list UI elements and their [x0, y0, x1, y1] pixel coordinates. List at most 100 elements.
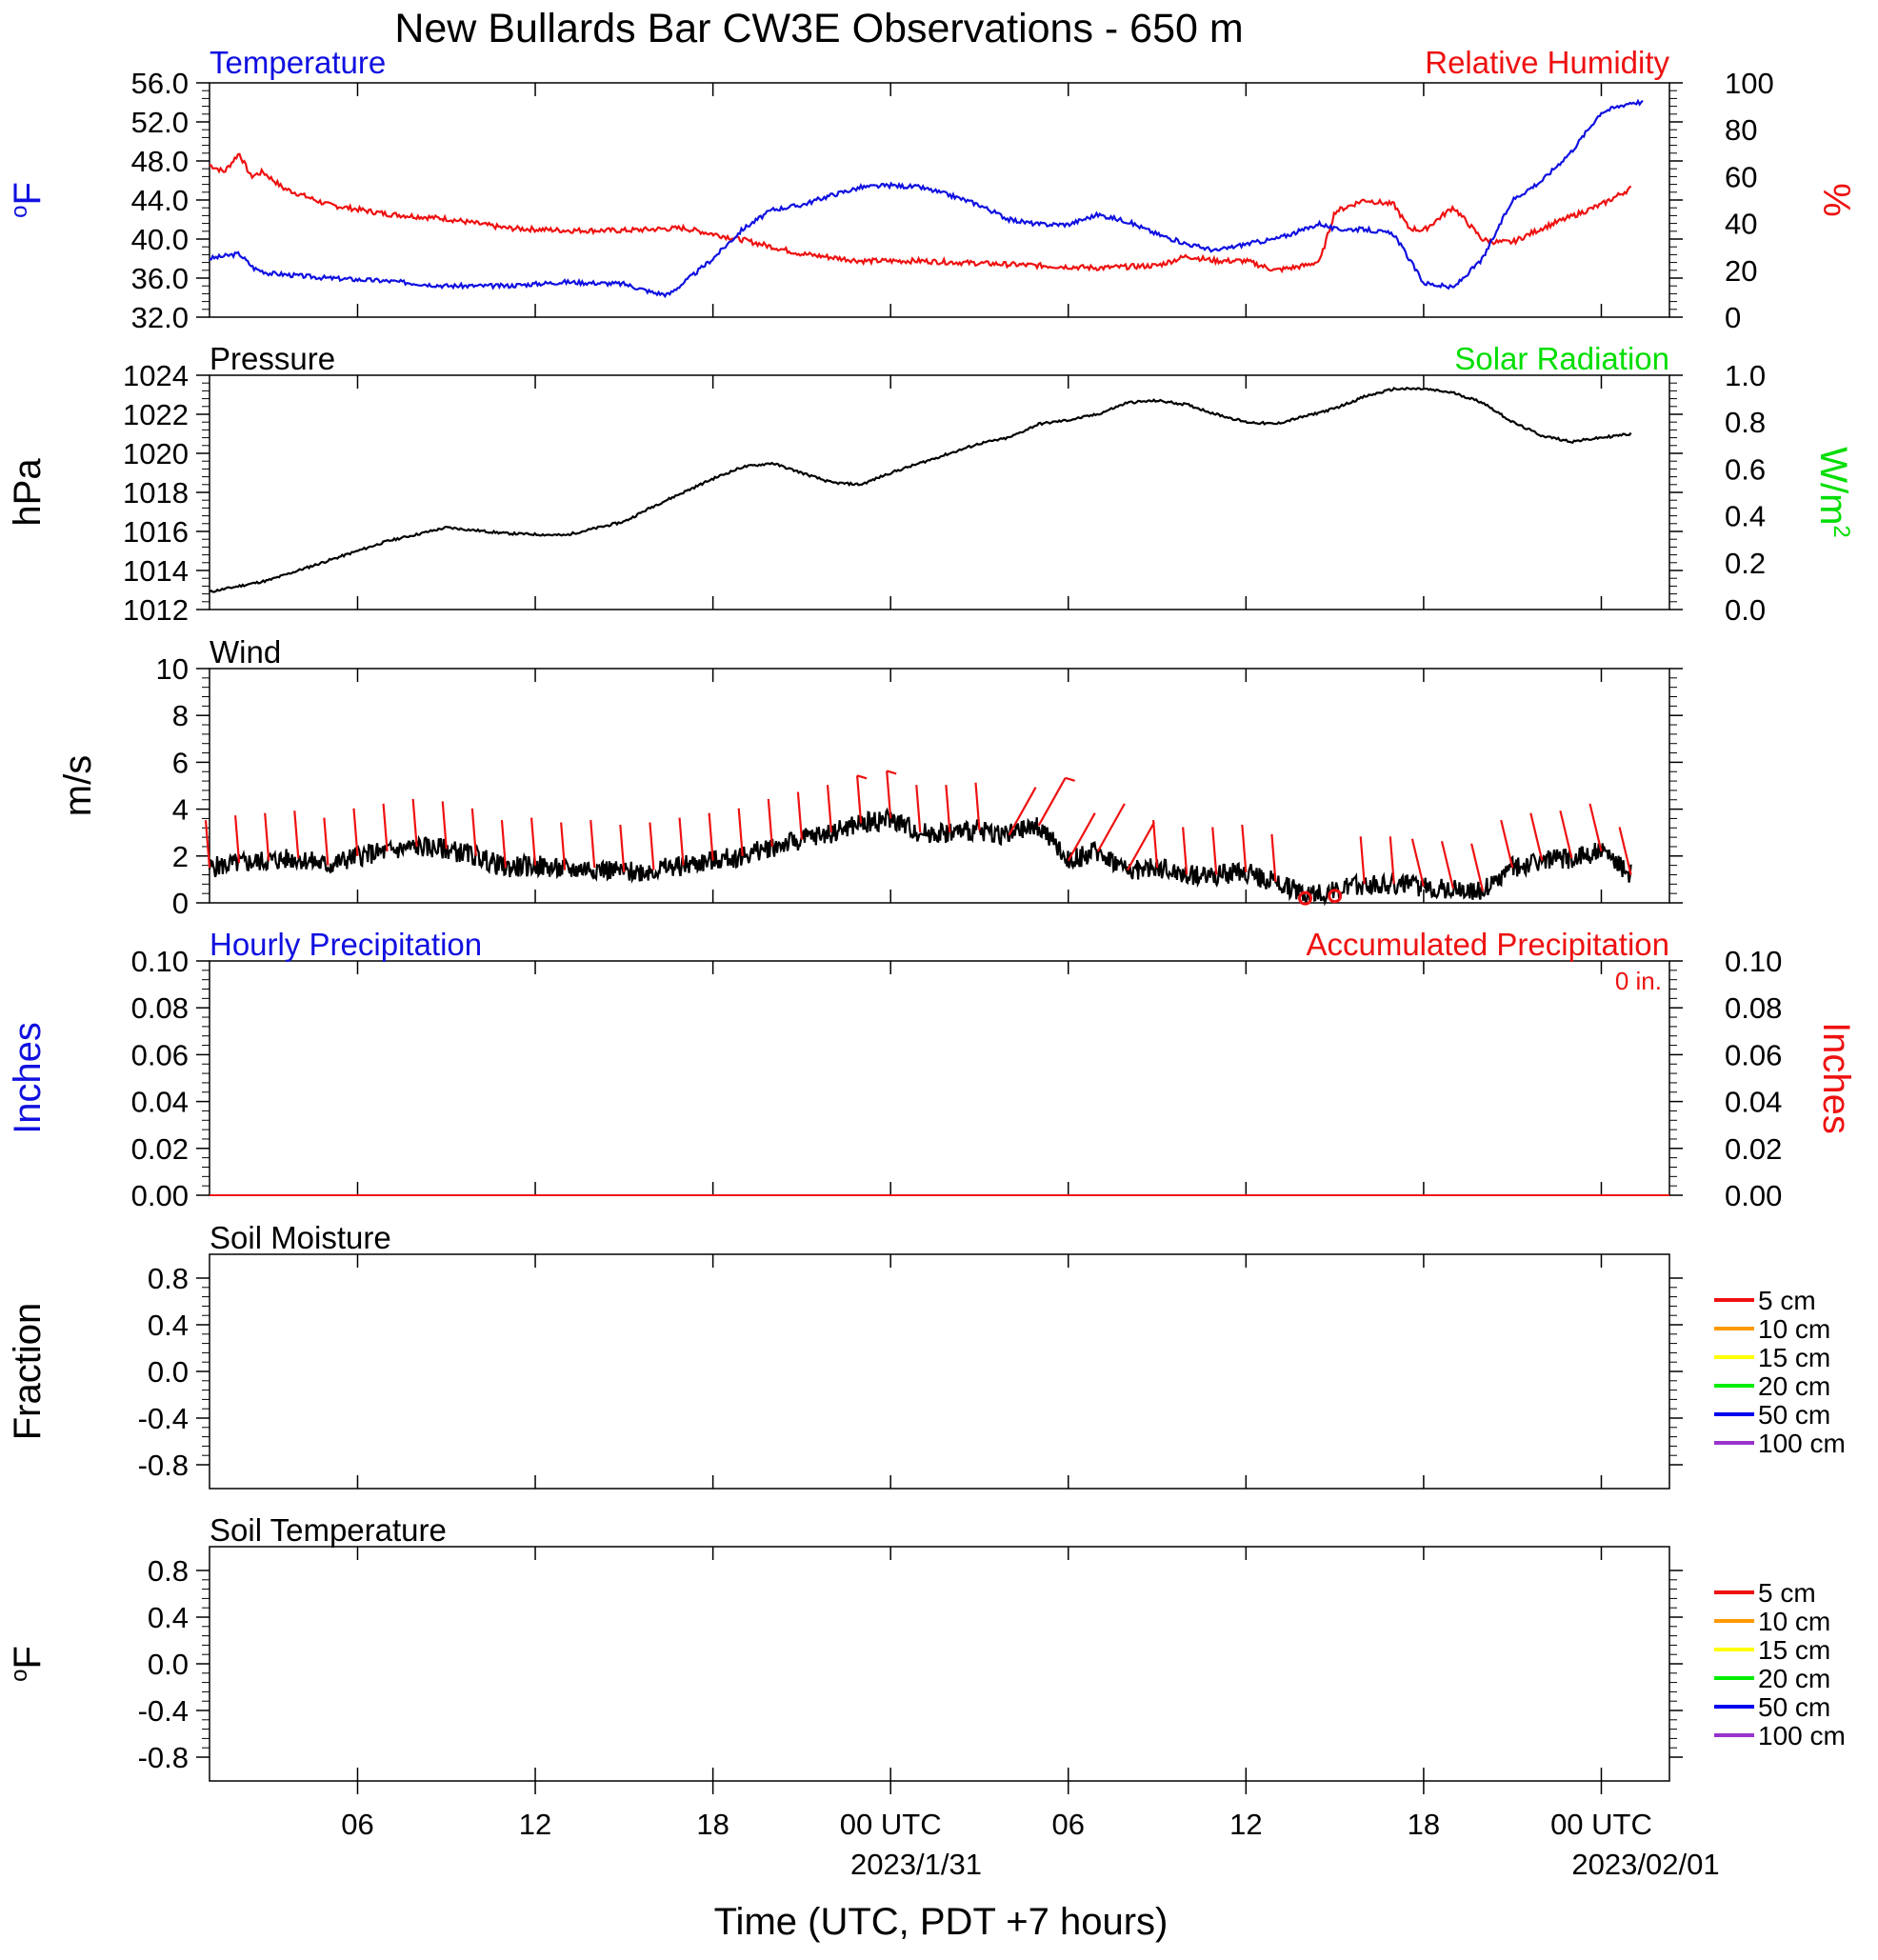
- x-tick-label: 18: [696, 1808, 729, 1841]
- wind-barb: [470, 808, 477, 856]
- wind-barb: [233, 815, 241, 864]
- wind-ytick-label-left: 10: [156, 652, 189, 686]
- precip-ytick-label-left: 0.10: [131, 945, 189, 978]
- pressure-left-title: Pressure: [210, 341, 335, 376]
- pressure-ytick-label-left: 1016: [123, 515, 189, 549]
- wind-barb: [1037, 777, 1067, 827]
- soilt-legend-label: 10 cm: [1758, 1607, 1830, 1636]
- wind-ytick-label-left: 2: [172, 840, 189, 873]
- pressure-series-line: [209, 386, 1632, 593]
- temp-ytick-label-left: 36.0: [131, 262, 189, 295]
- soilm-legend-label: 5 cm: [1758, 1286, 1816, 1315]
- soilt-legend-label: 100 cm: [1758, 1721, 1846, 1750]
- temp-right-title: Relative Humidity: [1425, 45, 1669, 80]
- x-tick-label: 18: [1408, 1808, 1440, 1841]
- wind-barb: [441, 801, 448, 850]
- soilm-legend-label: 15 cm: [1758, 1343, 1830, 1372]
- pressure-ytick-label-right: 0.0: [1725, 593, 1766, 627]
- wind-barb: [1008, 787, 1037, 836]
- soilt-legend-label: 50 cm: [1758, 1692, 1830, 1722]
- precip-accum-note: 0 in.: [1615, 967, 1662, 995]
- temp-left-title: Temperature: [210, 45, 386, 80]
- soilt-legend-label: 20 cm: [1758, 1664, 1830, 1693]
- wind-barb: [204, 820, 211, 869]
- wind-panel-frame: [209, 668, 1670, 904]
- x-tick-label: 06: [1052, 1808, 1085, 1841]
- soilt-legend-label: 15 cm: [1758, 1635, 1830, 1665]
- wind-barb: [1096, 803, 1126, 852]
- precip-ytick-label-right: 0.00: [1725, 1179, 1782, 1212]
- wind-barb: [796, 791, 804, 840]
- wind-ytick-label-left: 4: [172, 793, 189, 827]
- wind-barb: [1470, 843, 1485, 891]
- pressure-ytick-label-left: 1014: [123, 554, 189, 588]
- temp-ytick-label-left: 32.0: [131, 301, 189, 334]
- precip-left-title: Hourly Precipitation: [210, 927, 482, 962]
- temp-right-unit: %: [1815, 183, 1857, 217]
- wind-barb: [767, 798, 773, 848]
- wind-ytick-label-left: 6: [172, 746, 189, 779]
- temp-ytick-label-left: 56.0: [131, 67, 189, 100]
- wind-title: Wind: [210, 634, 281, 670]
- wind-barb: [1126, 822, 1155, 871]
- precip-ytick-label-left: 0.02: [131, 1132, 189, 1166]
- wind-barb: [856, 775, 863, 824]
- wind-calm-circle: [1328, 889, 1343, 904]
- wind-barb-flag: [886, 770, 897, 775]
- pressure-ytick-label-left: 1012: [123, 593, 189, 627]
- precip-ytick-label-right: 0.04: [1725, 1086, 1782, 1119]
- wind-barb: [1559, 810, 1573, 859]
- precip-right-unit: Inches: [1815, 1022, 1857, 1134]
- wind-unit: m/s: [57, 755, 99, 816]
- precip-panel-frame: [209, 960, 1670, 1196]
- pressure-left-unit: hPa: [7, 458, 49, 527]
- precip-ytick-label-right: 0.08: [1725, 991, 1782, 1025]
- soilm-ytick-label-left: 0.8: [148, 1262, 189, 1295]
- soilm-title: Soil Moisture: [210, 1220, 391, 1255]
- wind-barb: [1389, 836, 1395, 885]
- wind-barb: [411, 798, 418, 848]
- wind-barb: [1211, 827, 1218, 875]
- precip-ytick-label-left: 0.04: [131, 1086, 189, 1119]
- x-tick-label: 12: [1229, 1808, 1262, 1841]
- wind-calm-circle: [1298, 890, 1313, 906]
- wind-barb-flag: [1065, 776, 1075, 782]
- wind-barb: [945, 785, 951, 833]
- soilm-legend-label: 100 cm: [1758, 1429, 1846, 1458]
- soilt-unit: oF: [7, 1646, 49, 1682]
- temperature-series-line: [209, 98, 1644, 299]
- soilt-ytick-label-left: 0.0: [148, 1648, 189, 1681]
- precip-right-title: Accumulated Precipitation: [1306, 927, 1669, 962]
- x-tick-label: 06: [341, 1808, 373, 1841]
- temp-ytick-label-left: 40.0: [131, 223, 189, 256]
- wind-barb: [1618, 827, 1632, 875]
- x-date-2: 2023/02/01: [1571, 1848, 1719, 1881]
- wind-barb: [1241, 824, 1248, 873]
- precip-ytick-label-left: 0.06: [131, 1038, 189, 1071]
- pressure-ytick-label-left: 1024: [123, 359, 189, 392]
- soilm-panel-frame: [209, 1253, 1670, 1490]
- wind-barb: [886, 770, 892, 819]
- soilt-ytick-label-left: -0.8: [138, 1741, 189, 1774]
- wind-barb-flag: [856, 774, 868, 780]
- temp-ytick-label-right: 100: [1725, 67, 1774, 100]
- pressure-right-unit: W/m2: [1812, 447, 1854, 538]
- pressure-ytick-label-left: 1020: [123, 437, 189, 470]
- wind-ytick-label-left: 0: [172, 887, 189, 920]
- soilm-ytick-label-left: -0.8: [138, 1449, 189, 1482]
- wind-barb: [382, 803, 389, 851]
- pressure-panel-frame: [209, 374, 1670, 610]
- soilm-legend-label: 20 cm: [1758, 1371, 1830, 1401]
- soilm-ytick-label-left: 0.0: [148, 1355, 189, 1389]
- soilt-title: Soil Temperature: [210, 1512, 447, 1548]
- wind-barb: [708, 812, 714, 861]
- pressure-ytick-label-right: 0.8: [1725, 406, 1766, 439]
- temp-ytick-label-right: 80: [1725, 113, 1757, 147]
- wind-barb: [1588, 803, 1603, 852]
- x-date-1: 2023/1/31: [850, 1848, 982, 1881]
- wind-barb: [264, 812, 270, 861]
- temp-panel-frame: [209, 82, 1670, 318]
- wind-barb: [529, 817, 537, 866]
- wind-barb: [1270, 833, 1277, 882]
